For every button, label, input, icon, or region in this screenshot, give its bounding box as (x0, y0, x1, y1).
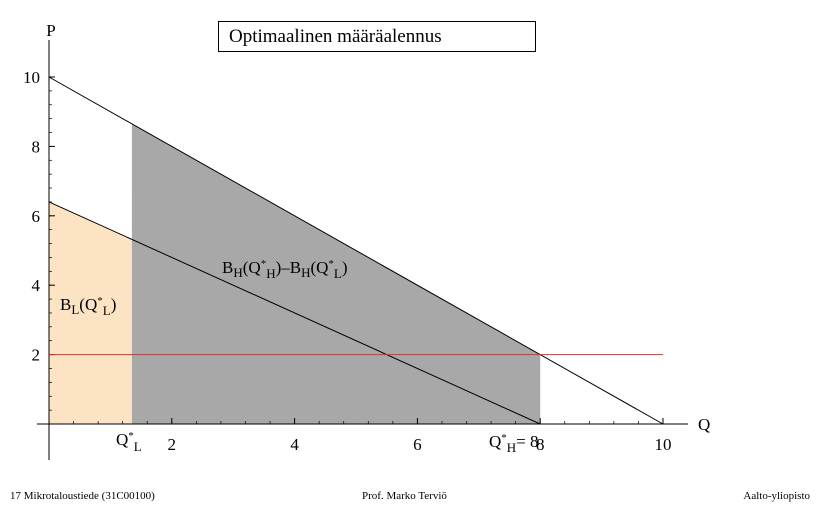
y-tick-label: 10 (23, 68, 40, 87)
footer-institution: Aalto-yliopisto (743, 490, 810, 502)
y-tick-label: 8 (32, 137, 41, 156)
demand-line-high (48, 76, 664, 425)
y-tick-label: 4 (32, 276, 41, 295)
series-lines (48, 76, 664, 425)
chart-title: Optimaalinen määräalennus (218, 21, 536, 52)
y-tick-label: 2 (32, 346, 41, 365)
x-tick-label: 10 (655, 435, 672, 454)
region-bh-difference-area (131, 123, 541, 424)
footer-course: 17 Mikrotaloustiede (31C00100) (10, 490, 155, 502)
tick-labels: 2 4 6 8 10 2 4 6 8 10 (23, 68, 672, 454)
x-axis-label: Q (698, 415, 710, 434)
y-tick-label: 6 (32, 207, 41, 226)
region-h-label: BH(Q*H)–BH(Q*L) (222, 258, 348, 281)
x-tick-label: 6 (413, 435, 422, 454)
x-tick-label: 8 (536, 435, 545, 454)
qstar-l-label: Q*L (116, 430, 142, 454)
qstar-h-label: Q*H= 8 (489, 432, 539, 455)
demand-line-low (48, 201, 541, 425)
region-bl-area (49, 201, 132, 424)
x-tick-label: 4 (290, 435, 299, 454)
y-axis-label: P (46, 21, 55, 40)
x-tick-label: 2 (168, 435, 177, 454)
footer-author: Prof. Marko Terviö (362, 490, 447, 502)
